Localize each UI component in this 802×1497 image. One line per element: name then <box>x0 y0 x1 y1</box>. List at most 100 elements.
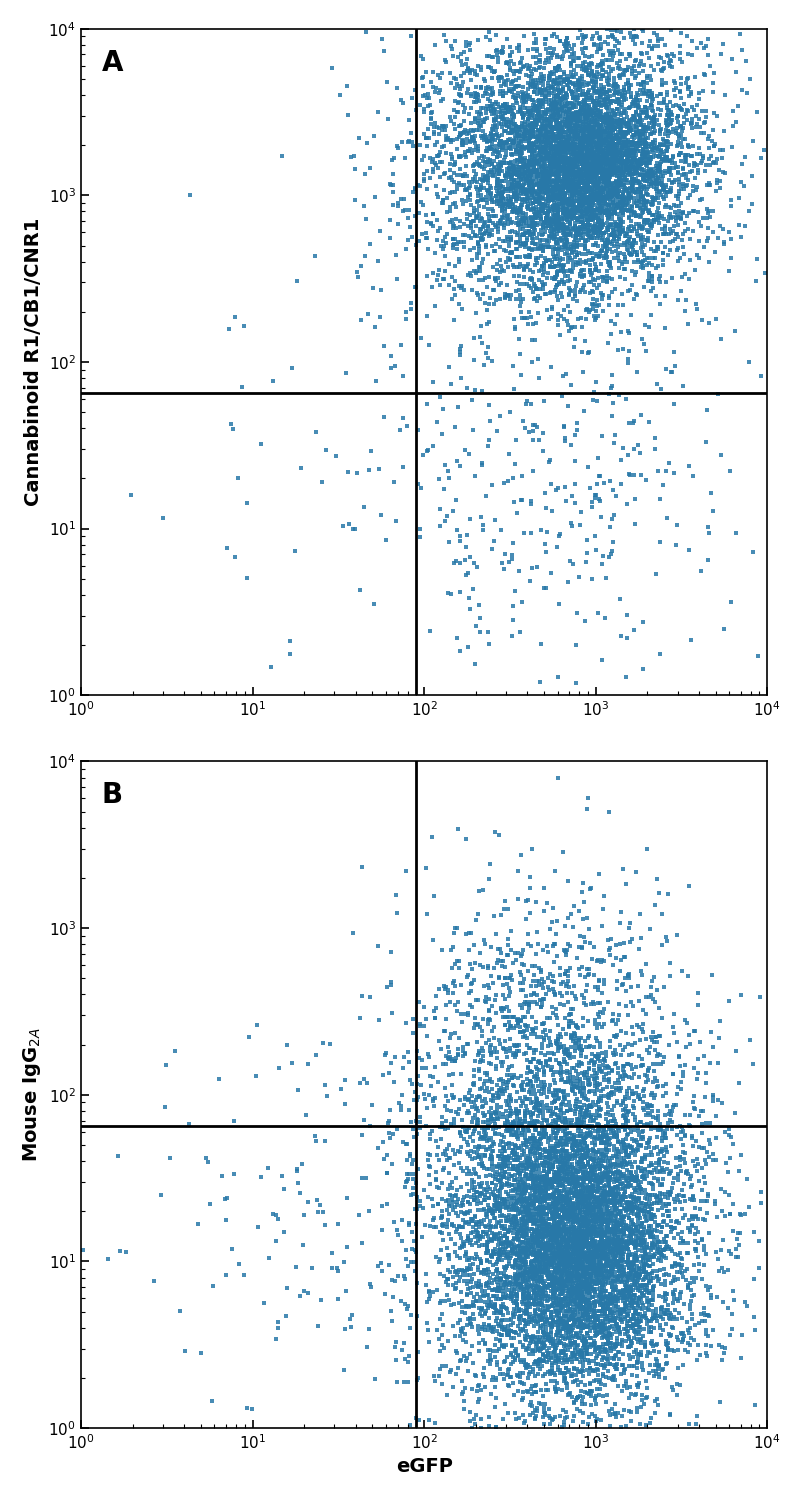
Point <box>508 1251 521 1275</box>
Point <box>506 1189 519 1213</box>
Point <box>433 272 446 296</box>
Point <box>591 175 604 199</box>
Point <box>492 274 505 298</box>
Point <box>647 1316 660 1340</box>
Point <box>569 1274 582 1298</box>
Point <box>497 997 510 1021</box>
Point <box>664 359 677 383</box>
Point <box>537 1232 550 1256</box>
Point <box>537 1124 549 1148</box>
Point <box>535 198 548 222</box>
Point <box>472 1136 484 1160</box>
Point <box>699 1310 712 1334</box>
Point <box>528 1314 541 1338</box>
Point <box>623 117 636 141</box>
Point <box>670 1287 683 1311</box>
Point <box>640 1260 653 1284</box>
Point <box>629 91 642 115</box>
Point <box>486 1340 499 1364</box>
Point <box>435 937 448 961</box>
Point <box>620 141 633 165</box>
Point <box>575 234 588 257</box>
Point <box>582 189 595 213</box>
Point <box>476 1024 488 1048</box>
Point <box>561 1349 573 1373</box>
Point <box>464 993 477 1016</box>
Point <box>611 97 624 121</box>
Point <box>512 888 525 912</box>
Point <box>546 208 559 232</box>
Point <box>529 1350 541 1374</box>
Point <box>655 1250 668 1274</box>
Point <box>512 1198 525 1222</box>
Point <box>674 115 687 139</box>
Point <box>557 196 569 220</box>
Point <box>548 278 561 302</box>
Point <box>498 1256 511 1280</box>
Point <box>501 193 514 217</box>
Point <box>648 133 661 157</box>
Point <box>561 132 573 156</box>
Point <box>556 190 569 214</box>
Point <box>467 1251 480 1275</box>
Point <box>569 1088 582 1112</box>
Point <box>508 112 520 136</box>
Point <box>592 133 605 157</box>
Point <box>522 214 535 238</box>
Point <box>495 1175 508 1199</box>
Point <box>593 145 606 169</box>
Point <box>597 1150 610 1174</box>
Point <box>510 207 523 231</box>
Point <box>549 1102 561 1126</box>
Point <box>580 1145 593 1169</box>
Point <box>598 1307 611 1331</box>
Point <box>703 1051 716 1075</box>
Point <box>628 139 641 163</box>
Point <box>576 177 589 201</box>
Point <box>565 1350 578 1374</box>
Point <box>604 1229 617 1253</box>
Point <box>541 1184 553 1208</box>
Point <box>620 72 633 96</box>
Point <box>660 129 673 153</box>
Point <box>597 144 610 168</box>
Point <box>577 1257 590 1281</box>
Point <box>619 1192 632 1216</box>
Point <box>536 1305 549 1329</box>
Point <box>574 1271 587 1295</box>
Point <box>606 142 619 166</box>
Point <box>534 217 547 241</box>
Point <box>543 150 556 174</box>
Point <box>530 144 543 168</box>
Point <box>553 211 565 235</box>
Point <box>516 1088 529 1112</box>
Point <box>408 1079 421 1103</box>
Point <box>541 196 554 220</box>
Point <box>626 1213 639 1237</box>
Point <box>605 1283 618 1307</box>
Point <box>569 103 581 127</box>
Point <box>557 1079 569 1103</box>
Point <box>619 139 632 163</box>
Point <box>537 130 550 154</box>
Point <box>604 1132 617 1156</box>
Point <box>616 1231 629 1254</box>
Point <box>537 1076 550 1100</box>
Point <box>625 153 638 177</box>
Point <box>562 1347 575 1371</box>
Point <box>533 79 546 103</box>
Point <box>571 106 584 130</box>
Point <box>617 1268 630 1292</box>
Point <box>562 1207 575 1231</box>
Point <box>650 867 663 891</box>
Point <box>574 1290 587 1314</box>
Point <box>452 1187 464 1211</box>
Point <box>520 1087 533 1111</box>
Point <box>585 99 598 123</box>
Point <box>569 1204 582 1228</box>
Point <box>595 1314 608 1338</box>
Point <box>484 136 496 160</box>
Point <box>520 1162 533 1186</box>
Point <box>555 229 568 253</box>
Point <box>592 181 605 205</box>
